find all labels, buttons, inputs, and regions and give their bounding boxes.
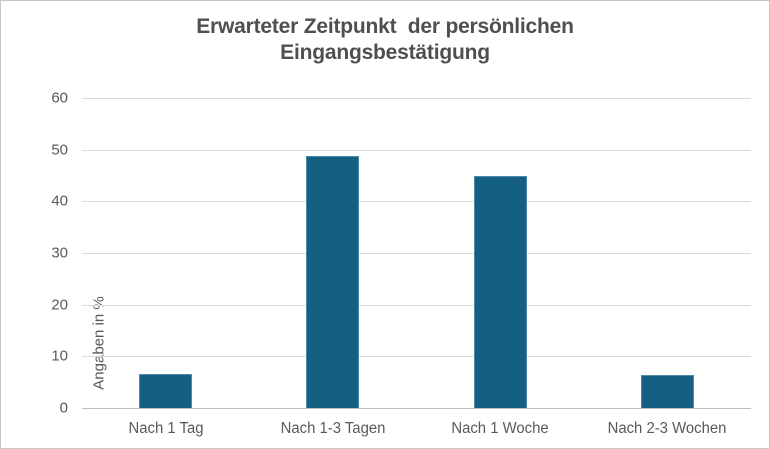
x-category-label-nach-1-3-tagen: Nach 1-3 Tagen <box>280 420 386 437</box>
bar-nach-1-3-tagen <box>306 156 360 408</box>
gridline-30 <box>82 253 751 254</box>
plot-area: Angaben in % 0 10 20 30 40 50 60 Nach 1 Tag Nach… <box>51 90 751 437</box>
chart-title-line-1: Erwarteter Zeitpunkt der persönlichen <box>196 15 574 38</box>
bar-nach-1-tag <box>139 374 193 408</box>
x-axis-line <box>82 408 751 409</box>
x-category-label-nach-1-woche: Nach 1 Woche <box>451 420 549 437</box>
gridline-10 <box>82 356 751 358</box>
y-tick-label-20: 20 <box>51 296 68 314</box>
y-tick-label-40: 40 <box>51 192 68 210</box>
y-tick-label-60: 60 <box>51 89 68 107</box>
x-category-label-nach-1-tag: Nach 1 Tag <box>128 420 204 437</box>
chart-title-line-2: Eingangsbestätigung <box>280 41 490 64</box>
y-tick-label-10: 10 <box>51 347 68 365</box>
x-category-label-nach-2-3-wochen: Nach 2-3 Wochen <box>607 420 727 437</box>
y-axis-title: Angaben in % <box>90 296 108 390</box>
gridline-60 <box>82 98 751 99</box>
y-tick-label-50: 50 <box>51 141 68 159</box>
bar-nach-2-3-wochen <box>640 374 694 408</box>
gridline-40 <box>82 201 751 203</box>
gridline-20 <box>82 304 751 306</box>
y-tick-label-30: 30 <box>51 244 68 262</box>
gridline-50 <box>82 149 751 151</box>
y-tick-label-0: 0 <box>59 399 68 417</box>
bar-nach-1-woche <box>473 175 527 408</box>
chart-title: Erwarteter Zeitpunkt der persönlichen Ei… <box>1 14 769 66</box>
